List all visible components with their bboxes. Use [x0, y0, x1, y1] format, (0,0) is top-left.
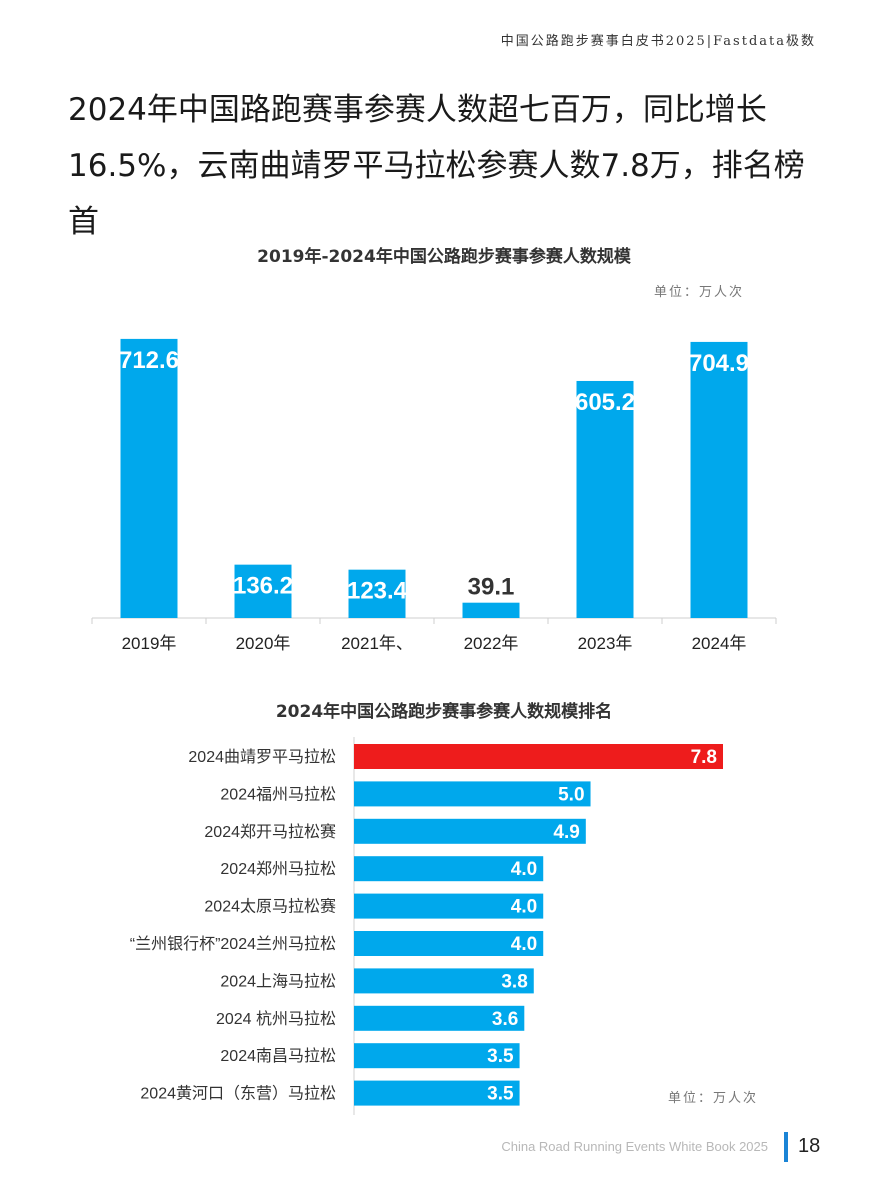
ranking-category-label: 2024福州马拉松	[220, 785, 336, 803]
ranking-value-label: 3.5	[487, 1046, 514, 1067]
ranking-category-label: 2024曲靖罗平马拉松	[188, 748, 336, 766]
x-tick-label: 2019年	[122, 634, 177, 653]
x-tick-label: 2021年、	[341, 634, 413, 653]
chart1-title: 2019年-2024年中国公路跑步赛事参赛人数规模	[257, 247, 631, 267]
footer-accent-bar	[784, 1132, 788, 1162]
bar-value-label: 605.2	[575, 389, 635, 416]
ranking-value-label: 5.0	[558, 784, 584, 805]
ranking-value-label: 7.8	[691, 747, 717, 768]
ranking-bar	[354, 893, 544, 919]
ranking-bar	[354, 781, 591, 807]
bar-value-label: 136.2	[233, 573, 293, 600]
ranking-value-label: 3.6	[492, 1009, 518, 1030]
race-ranking-chart: 7.8 2024曲靖罗平马拉松 5.0 2024福州马拉松 4.9 2024郑开马拉松赛 4…	[130, 737, 723, 1115]
ranking-value-label: 3.5	[487, 1084, 514, 1105]
bar-value-label: 704.9	[689, 350, 749, 377]
ranking-bar	[354, 968, 534, 994]
chart1-unit: 单位：万人次	[654, 285, 745, 300]
x-tick-label: 2022年	[464, 634, 519, 653]
bar-value-label: 123.4	[347, 578, 408, 605]
bar-value-label: 712.6	[119, 347, 179, 374]
ranking-value-label: 4.0	[511, 859, 537, 880]
ranking-bar	[354, 744, 723, 769]
ranking-category-label: 2024郑开马拉松赛	[204, 822, 336, 841]
ranking-bar	[354, 931, 544, 956]
bar-2024年	[690, 341, 748, 618]
bar-value-label: 39.1	[468, 574, 515, 601]
ranking-bar	[354, 1043, 520, 1069]
ranking-category-label: 2024黄河口（东营）马拉松	[140, 1085, 336, 1103]
annual-participants-chart: 712.6 2019年 136.2 2020年 123.4 2021年、 39.1 2022年…	[91, 338, 777, 653]
bar-2023年	[576, 380, 634, 618]
chart2-title: 2024年中国公路跑步赛事参赛人数规模排名	[275, 702, 613, 722]
ranking-value-label: 4.9	[553, 822, 579, 843]
report-header: 中国公路跑步赛事白皮书2025|Fastdata极数	[500, 34, 816, 49]
ranking-category-label: 2024 杭州马拉松	[216, 1010, 336, 1028]
ranking-bar	[354, 856, 544, 882]
x-tick-label: 2020年	[236, 634, 291, 653]
ranking-bar	[354, 1005, 525, 1031]
ranking-category-label: 2024上海马拉松	[220, 972, 336, 990]
x-tick-label: 2023年	[578, 634, 633, 653]
x-tick-label: 2024年	[692, 634, 747, 653]
page-number: 18	[798, 1135, 821, 1157]
page-headline: 2024年中国路跑赛事参赛人数超七百万，同比增长16.5%，云南曲靖罗平马拉松参…	[68, 92, 805, 240]
ranking-category-label: 2024郑州马拉松	[220, 860, 336, 878]
chart2-unit: 单位：万人次	[668, 1091, 759, 1106]
ranking-value-label: 3.8	[501, 971, 527, 992]
ranking-category-label: 2024太原马拉松赛	[204, 897, 336, 916]
ranking-category-label: “兰州银行杯”2024兰州马拉松	[130, 935, 336, 953]
footer-title: China Road Running Events White Book 202…	[501, 1139, 768, 1154]
ranking-bar	[354, 818, 586, 844]
bar-2022年	[462, 602, 520, 618]
ranking-value-label: 4.0	[511, 934, 537, 955]
bar-2020年	[234, 564, 292, 618]
ranking-value-label: 4.0	[511, 897, 537, 918]
bar-2021年、	[348, 569, 406, 618]
ranking-bar	[354, 1080, 520, 1106]
ranking-category-label: 2024南昌马拉松	[220, 1047, 336, 1065]
bar-2019年	[120, 338, 178, 618]
